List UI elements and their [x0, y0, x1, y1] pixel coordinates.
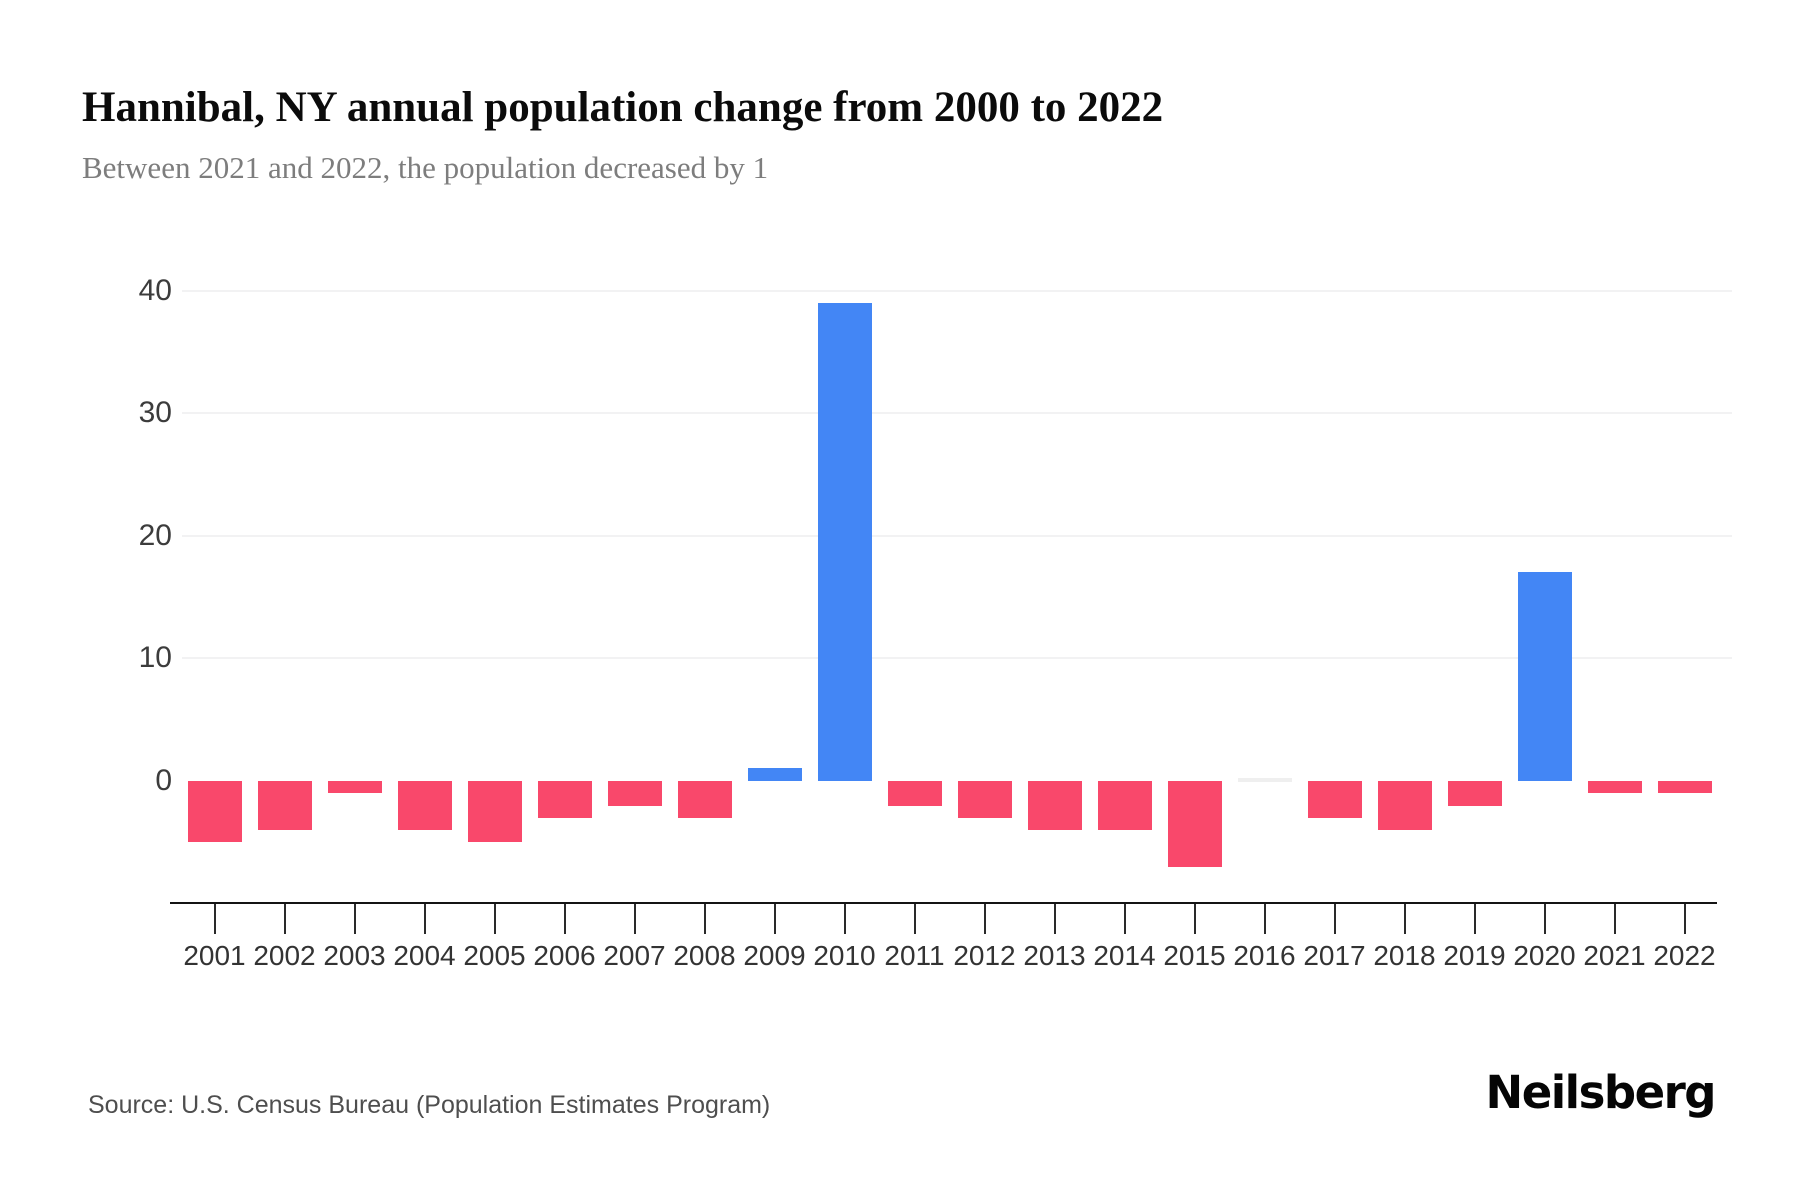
x-axis-tick-2006 — [563, 904, 566, 934]
x-axis-tick-2015 — [1193, 904, 1196, 934]
chart-subtitle: Between 2021 and 2022, the population de… — [82, 150, 769, 185]
x-axis-label-2001: 2001 — [183, 940, 246, 971]
x-axis-label-2018: 2018 — [1373, 940, 1436, 971]
bar-2022[interactable] — [1657, 781, 1712, 794]
bar-2020[interactable] — [1517, 572, 1572, 781]
bar-2014[interactable] — [1097, 781, 1152, 830]
bar-2015[interactable] — [1167, 781, 1222, 867]
x-axis-tick-2019 — [1473, 904, 1476, 934]
bar-2017[interactable] — [1307, 781, 1362, 818]
bar-2006[interactable] — [537, 781, 592, 818]
bar-2016[interactable] — [1237, 778, 1292, 782]
y-axis-label-40: 40 — [138, 273, 172, 307]
bar-2008[interactable] — [677, 781, 732, 818]
x-axis-tick-2016 — [1263, 904, 1266, 934]
bar-2012[interactable] — [957, 781, 1012, 818]
y-axis-label-10: 10 — [138, 641, 172, 674]
x-axis-tick-2011 — [913, 904, 916, 934]
x-axis-label-2009: 2009 — [743, 940, 806, 971]
x-axis-label-2011: 2011 — [884, 940, 945, 971]
x-axis-label-2008: 2008 — [673, 940, 736, 971]
bar-2018[interactable] — [1377, 781, 1432, 830]
x-axis-tick-2022 — [1683, 904, 1686, 934]
x-axis-tick-2003 — [353, 904, 356, 934]
y-axis-label-30: 30 — [138, 396, 172, 429]
x-axis-label-2004: 2004 — [393, 940, 456, 971]
source-note: Source: U.S. Census Bureau (Population E… — [88, 1091, 771, 1119]
x-axis-tick-2010 — [843, 904, 846, 934]
neilsberg-logo: Neilsberg — [1485, 1066, 1717, 1119]
x-axis-tick-2001 — [213, 904, 216, 934]
chart-title: Hannibal, NY annual population change fr… — [82, 83, 1164, 131]
bar-2019[interactable] — [1447, 781, 1502, 806]
bar-2004[interactable] — [397, 781, 452, 830]
y-axis-label-0: 0 — [155, 763, 172, 797]
x-axis-label-2006: 2006 — [533, 940, 596, 971]
bar-2010[interactable] — [817, 302, 872, 781]
gridline-30 — [182, 412, 1732, 414]
bar-2009[interactable] — [747, 768, 802, 781]
x-axis-label-2003: 2003 — [323, 940, 386, 971]
bar-2021[interactable] — [1587, 781, 1642, 794]
x-axis-tick-2005 — [493, 904, 496, 934]
x-axis-tick-2017 — [1333, 904, 1336, 934]
x-axis-tick-2004 — [423, 904, 426, 934]
bar-2003[interactable] — [327, 781, 382, 794]
bar-2005[interactable] — [467, 781, 522, 843]
x-axis-tick-2013 — [1053, 904, 1056, 934]
x-axis-tick-2008 — [703, 904, 706, 934]
x-axis-tick-2012 — [983, 904, 986, 934]
gridline-20 — [182, 534, 1732, 537]
bar-2011[interactable] — [887, 781, 942, 806]
x-axis-tick-2018 — [1403, 904, 1406, 934]
x-axis-tick-2014 — [1123, 904, 1126, 934]
x-axis-label-2020: 2020 — [1513, 940, 1576, 971]
x-axis-tick-2021 — [1613, 904, 1616, 934]
x-axis-label-2016: 2016 — [1233, 940, 1296, 971]
x-axis-label-2021: 2021 — [1583, 940, 1646, 971]
x-axis-tick-2007 — [633, 904, 636, 934]
x-axis-label-2002: 2002 — [253, 940, 316, 971]
x-axis-label-2022: 2022 — [1653, 940, 1716, 971]
x-axis-label-2012: 2012 — [953, 940, 1016, 971]
x-axis-label-2014: 2014 — [1093, 940, 1156, 971]
x-axis-label-2019: 2019 — [1443, 940, 1506, 971]
x-axis-label-2013: 2013 — [1023, 940, 1086, 971]
x-axis-label-2005: 2005 — [463, 940, 526, 971]
x-axis-line — [170, 902, 1717, 904]
gridline-10 — [182, 657, 1732, 659]
bar-2007[interactable] — [607, 781, 662, 806]
x-axis-label-2007: 2007 — [603, 940, 666, 971]
bar-2001[interactable] — [187, 781, 242, 843]
x-axis-label-2010: 2010 — [813, 940, 876, 971]
x-axis-label-2017: 2017 — [1303, 940, 1366, 971]
x-axis-tick-2002 — [283, 904, 286, 934]
y-axis-label-20: 20 — [138, 518, 172, 552]
bar-2013[interactable] — [1027, 781, 1082, 830]
gridline-40 — [182, 289, 1732, 292]
x-axis-label-2015: 2015 — [1163, 940, 1226, 971]
bar-2002[interactable] — [257, 781, 312, 830]
x-axis-tick-2020 — [1543, 904, 1546, 934]
x-axis-tick-2009 — [773, 904, 776, 934]
